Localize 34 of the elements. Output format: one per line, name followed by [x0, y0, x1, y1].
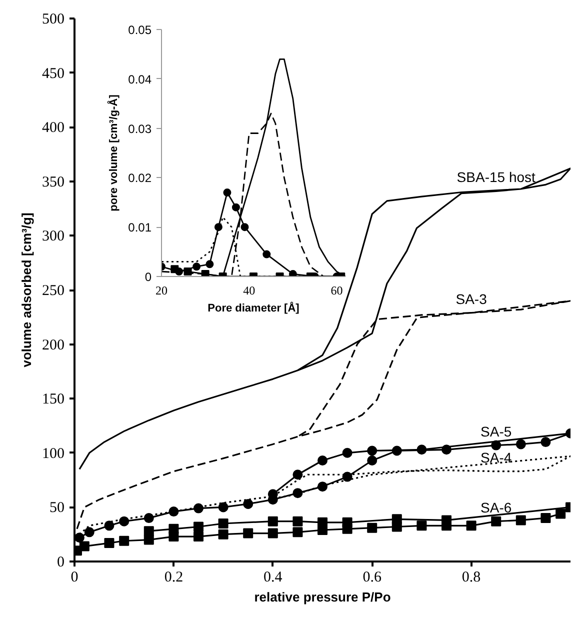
y-tick-label: 0.05 [128, 23, 152, 37]
y-tick-label: 200 [42, 337, 64, 354]
y-tick-label: 0.04 [128, 72, 152, 86]
y-tick-label: 100 [42, 446, 64, 462]
x-axis-title: relative pressure P/Po [254, 590, 391, 604]
y-axis-title: volume adsorbed [cm³/g] [19, 212, 34, 368]
x-tick-label: 20 [156, 284, 168, 298]
y-axis-title: pore volume [cm³/g-Å] [107, 94, 120, 212]
y-tick-label: 300 [42, 228, 64, 245]
y-tick-label: 500 [42, 12, 64, 28]
series-label: SA-5 [480, 423, 512, 440]
x-tick-label: 40 [243, 284, 256, 298]
y-tick-label: 0 [57, 554, 64, 570]
series-label: SA-3 [456, 290, 488, 307]
series-label: SA-4 [480, 449, 512, 466]
y-tick-label: 0.02 [128, 171, 152, 186]
y-tick-label: 400 [42, 120, 64, 136]
x-tick-label: 0 [70, 570, 78, 586]
x-tick-label: 60 [330, 284, 343, 298]
x-tick-label: 0.4 [264, 570, 283, 586]
x-tick-label: 0.6 [362, 570, 382, 586]
y-tick-label: 250 [42, 283, 64, 299]
y-tick-label: 0.03 [128, 122, 152, 136]
x-tick-label: 0.8 [462, 570, 481, 586]
y-tick-label: 150 [42, 392, 64, 408]
y-tick-label: 450 [42, 66, 64, 82]
y-tick-label: 50 [50, 500, 64, 516]
y-tick-label: 0.01 [128, 220, 152, 235]
y-tick-label: 0 [144, 270, 152, 284]
x-tick-label: 0.2 [164, 570, 184, 586]
y-tick-label: 350 [42, 174, 64, 190]
series-label: SBA-15 host [456, 169, 536, 186]
x-axis-title: Pore diameter [Å] [208, 302, 300, 314]
series-label: SA-6 [480, 499, 512, 516]
